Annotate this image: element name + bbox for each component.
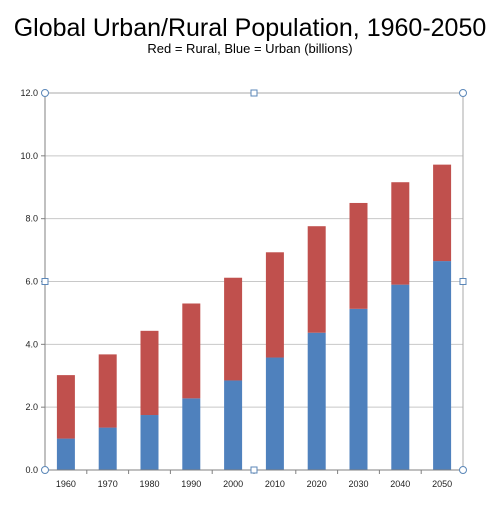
y-tick-label: 4.0 [25,339,38,349]
bar-rural-1990 [182,303,201,399]
x-tick-label: 1980 [139,479,159,489]
bar-urban-2030 [349,308,368,470]
resize-handle[interactable] [459,278,467,285]
bar-rural-2000 [224,277,243,381]
x-tick-label: 2020 [307,479,327,489]
resize-handle[interactable] [459,89,467,97]
chart-subtitle: Red = Rural, Blue = Urban (billions) [147,41,353,56]
x-tick-label: 2050 [432,479,452,489]
bar-rural-1960 [56,375,75,439]
resize-handle[interactable] [459,466,467,474]
x-tick-label: 2000 [223,479,243,489]
resize-handle[interactable] [250,466,258,474]
resize-handle[interactable] [41,89,49,97]
y-tick-label: 8.0 [25,214,38,224]
bar-rural-2020 [307,226,326,333]
bars [56,164,452,470]
x-tick-label: 1990 [181,479,201,489]
bar-urban-2020 [307,332,326,470]
bar-rural-1970 [98,354,117,428]
y-tick-label: 12.0 [20,88,38,98]
bar-urban-2000 [224,380,243,470]
bar-urban-1980 [140,415,159,470]
y-tick-label: 10.0 [20,151,38,161]
bar-urban-2040 [391,284,410,470]
x-tick-label: 1970 [98,479,118,489]
resize-handle[interactable] [41,278,49,285]
bar-rural-1980 [140,330,159,416]
bar-rural-2010 [265,252,284,358]
y-tick-label: 0.0 [25,465,38,475]
x-tick-label: 1960 [56,479,76,489]
bar-urban-1970 [98,427,117,470]
selection-handles [41,89,467,474]
bar-urban-1990 [182,398,201,470]
chart-title: Global Urban/Rural Population, 1960-2050 [13,14,487,42]
resize-handle[interactable] [41,466,49,474]
x-tick-label: 2040 [390,479,410,489]
x-tick-label: 2010 [265,479,285,489]
bar-urban-2050 [433,261,452,470]
resize-handle[interactable] [250,89,258,97]
bar-urban-1960 [56,438,75,470]
x-axis-ticks: 1960 1970 1980 1990 2000 2010 2020 2030 2040 2050 [44,470,464,489]
y-tick-label: 6.0 [25,277,38,287]
x-tick-label: 2030 [348,479,368,489]
bar-rural-2040 [391,182,410,285]
y-axis-ticks: 0.0 2.0 4.0 6.0 8.0 10.0 12.0 [20,88,45,475]
bar-urban-2010 [265,357,284,470]
bar-rural-2030 [349,202,368,309]
y-tick-label: 2.0 [25,402,38,412]
bar-rural-2050 [433,164,452,262]
